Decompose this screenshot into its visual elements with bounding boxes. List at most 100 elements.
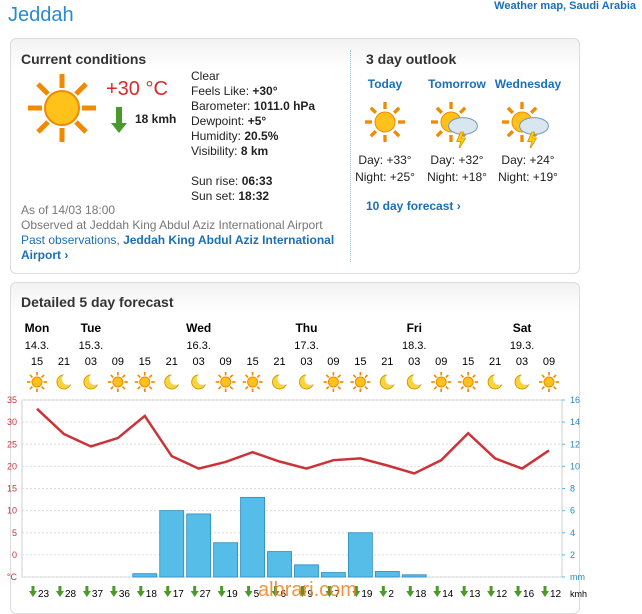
divider xyxy=(350,50,351,262)
hour-label: 03 xyxy=(408,356,420,368)
sun-ray xyxy=(352,374,357,378)
sun-ray xyxy=(244,374,249,378)
sun-ray xyxy=(364,386,369,390)
precip-bar xyxy=(321,572,346,578)
wind-arrow xyxy=(541,586,549,597)
wind-value: 12 xyxy=(496,589,508,600)
outlook-temp: Night: +19° xyxy=(488,170,568,184)
sun-ray xyxy=(435,106,443,114)
sun-ray xyxy=(256,386,261,390)
sun-ray xyxy=(137,374,141,378)
y-tick-label: 15 xyxy=(7,484,17,494)
wind-arrow xyxy=(109,586,118,597)
sun-disc xyxy=(374,111,396,133)
wind-value: 36 xyxy=(119,589,131,600)
sun-ray xyxy=(256,374,261,378)
wind-arrow xyxy=(487,586,496,597)
forecast-chart: °C05101520253035mm246810121416Mon14.3.15… xyxy=(7,321,587,600)
forecast-heading: Detailed 5 day forecast xyxy=(21,294,174,310)
sun-ray xyxy=(244,386,249,390)
detail-row: Sun rise: 06:33 xyxy=(191,174,272,189)
wind-value: 18 xyxy=(146,589,158,600)
outlook-icon xyxy=(431,102,478,148)
as-of: As of 14/03 18:00 xyxy=(21,203,116,217)
sun-ray xyxy=(393,106,401,114)
hour-label: 03 xyxy=(300,356,312,368)
wind-arrow xyxy=(298,586,307,597)
sun-ray xyxy=(460,374,465,378)
detail-value: 18:32 xyxy=(238,189,270,203)
moon-shadow xyxy=(277,373,290,385)
sun-ray xyxy=(506,130,514,138)
y2-tick-label: 8 xyxy=(570,484,575,494)
sun-ray xyxy=(460,386,465,390)
wind-arrow xyxy=(136,586,145,597)
detail-row: Sun set: 18:32 xyxy=(191,189,272,204)
sun-ray xyxy=(137,386,141,390)
current-panel xyxy=(10,38,580,274)
y-tick-label: 10 xyxy=(7,506,17,516)
hour-label: 03 xyxy=(193,356,205,368)
sun-ray xyxy=(553,386,557,390)
outlook-icon xyxy=(502,102,549,148)
wind-value: 18 xyxy=(415,589,427,600)
precip-bar xyxy=(294,564,319,578)
outlook-icon xyxy=(365,102,405,142)
hour-label: 21 xyxy=(58,356,70,368)
wind-arrow xyxy=(271,586,280,597)
outlook-temp: Night: +25° xyxy=(345,170,425,184)
hour-label: 15 xyxy=(139,356,151,368)
hour-label: 09 xyxy=(543,356,555,368)
date-label: 15.3. xyxy=(79,340,103,352)
temp-value: +19° xyxy=(532,170,558,184)
hour-label: 09 xyxy=(435,356,447,368)
sun-disc xyxy=(220,376,232,388)
temp-label: Night: xyxy=(355,170,387,184)
detail-label: Barometer: xyxy=(191,99,251,113)
sun-times: Sun rise: 06:33 Sun set: 18:32 xyxy=(191,174,272,204)
past-link[interactable]: Past observations, xyxy=(21,233,120,247)
detail-row: Dewpoint: +5° xyxy=(191,114,315,129)
sun-ray xyxy=(445,386,449,390)
y-tick-label: 20 xyxy=(7,461,17,471)
outlook-temp: Day: +32° xyxy=(417,153,497,167)
sun-ray xyxy=(472,386,476,390)
wind-arrow xyxy=(379,586,388,597)
city-title: Jeddah xyxy=(8,4,74,26)
day-label: Mon xyxy=(25,321,50,335)
ten-day-link[interactable]: 10 day forecast › xyxy=(366,199,461,213)
sun-ray xyxy=(369,106,377,114)
observation-links: Past observations, Jeddah King Abdul Azi… xyxy=(21,233,341,263)
detail-row: Humidity: 20.5% xyxy=(191,129,315,144)
moon-shadow xyxy=(385,373,398,385)
sun-disc xyxy=(543,376,555,388)
detail-value: 1011.0 hPa xyxy=(253,99,316,113)
temp-label: Day: xyxy=(501,153,527,167)
wind-arrow xyxy=(514,586,523,597)
sun-ray xyxy=(541,374,545,378)
details: Feels Like: +30° Barometer: 1011.0 hPa Dew… xyxy=(191,84,315,159)
day-label: Wed xyxy=(186,321,211,335)
sun-ray xyxy=(364,374,369,378)
wind-arrow xyxy=(325,586,334,597)
temp-label: Night: xyxy=(427,170,459,184)
temp-value: +33° xyxy=(386,153,412,167)
date-label: 18.3. xyxy=(402,340,426,352)
sun-ray xyxy=(352,386,357,390)
moon-shadow xyxy=(61,373,74,385)
temperature-line xyxy=(36,407,550,475)
station-link[interactable]: Jeddah King Abdul Aziz International Air… xyxy=(21,233,335,262)
wind-arrow xyxy=(111,107,127,133)
wind-value: 27 xyxy=(200,589,212,600)
detail-value: 20.5% xyxy=(244,129,279,143)
day-label: Fri xyxy=(407,321,422,335)
detail-label: Visibility: xyxy=(191,144,238,158)
sun-ray xyxy=(337,374,342,378)
date-label: 14.3. xyxy=(25,340,49,352)
map-link[interactable]: Weather map, Saudi Arabia xyxy=(494,0,636,12)
y2-tick-label: 6 xyxy=(570,506,575,516)
sun-icon xyxy=(28,74,96,142)
moon-shadow xyxy=(520,373,533,385)
precip-bar xyxy=(186,513,212,578)
wind-arrow xyxy=(190,586,199,597)
